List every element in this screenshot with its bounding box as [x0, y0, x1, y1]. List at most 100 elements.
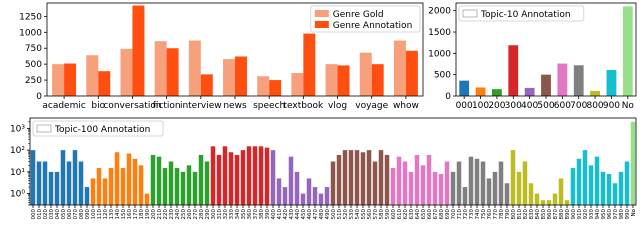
- x-tick-label: 420: [283, 209, 289, 220]
- bar: [348, 150, 354, 205]
- x-tick-label: 670: [433, 209, 439, 220]
- bar: [78, 161, 84, 205]
- x-tick-label: 100: [91, 209, 97, 220]
- bar: [552, 193, 558, 205]
- legend-frame: [458, 5, 585, 22]
- bar: [132, 5, 145, 97]
- x-tick-label: 260: [187, 209, 193, 220]
- bar: [594, 156, 600, 205]
- x-tick-label: 430: [289, 209, 295, 220]
- x-tick-label: 360: [247, 209, 253, 220]
- x-tick-label: No: [622, 101, 635, 111]
- bar: [303, 33, 316, 96]
- legend-frame: [32, 120, 164, 137]
- x-tick-label: 290: [205, 209, 211, 220]
- bar: [276, 178, 282, 205]
- bar: [312, 187, 318, 205]
- bar: [450, 171, 456, 205]
- bar: [486, 178, 492, 205]
- x-tick-label: 820: [523, 209, 529, 220]
- bar: [54, 171, 60, 205]
- bar: [600, 171, 606, 205]
- x-tick-label: 380: [259, 209, 265, 220]
- x-tick-label: bio: [91, 101, 105, 111]
- bar: [624, 161, 630, 205]
- x-tick-label: 710: [457, 209, 463, 220]
- y-tick-label: 0: [445, 92, 451, 102]
- bar: [291, 73, 304, 96]
- x-tick-label: 610: [397, 209, 403, 220]
- bar: [522, 161, 528, 205]
- x-tick-label: 300: [505, 101, 522, 111]
- bar: [288, 156, 294, 205]
- x-tick-label: 870: [553, 209, 559, 220]
- x-tick-label: 000: [456, 101, 473, 111]
- bar: [475, 87, 486, 96]
- legend-swatch: [314, 10, 329, 17]
- bar: [480, 161, 486, 205]
- x-tick-label: 020: [43, 209, 49, 220]
- bar: [516, 171, 522, 205]
- bar: [174, 168, 180, 205]
- bar: [168, 161, 174, 205]
- x-tick-label: 450: [301, 209, 307, 220]
- bar: [474, 158, 480, 205]
- y-tick-label: 250: [25, 76, 42, 86]
- bar: [257, 76, 270, 96]
- bar: [216, 154, 222, 205]
- plot-frame: [29, 117, 637, 206]
- bar: [330, 161, 336, 205]
- bar: [235, 56, 247, 96]
- bar: [459, 80, 470, 96]
- x-tick-label: 800: [586, 101, 603, 111]
- bar: [270, 150, 276, 205]
- bar: [336, 154, 342, 205]
- x-tick-label: 110: [97, 209, 103, 220]
- x-tick-label: 920: [583, 209, 589, 220]
- x-tick-label: 370: [253, 209, 259, 220]
- bar: [42, 161, 48, 205]
- x-tick-label: 280: [199, 209, 205, 220]
- bar: [444, 161, 450, 205]
- x-tick-label: 270: [193, 209, 199, 220]
- bar: [108, 168, 114, 205]
- x-tick-label: conversation: [103, 101, 161, 111]
- x-tick-label: textbook: [284, 101, 324, 111]
- x-tick-label: 490: [325, 209, 331, 220]
- x-tick-label: 910: [577, 209, 583, 220]
- x-tick-label: 840: [535, 209, 541, 220]
- bar: [150, 154, 156, 205]
- bar: [102, 178, 108, 205]
- y-tick-label: 500: [434, 71, 451, 81]
- bar: [264, 147, 270, 205]
- x-tick-label: 720: [463, 209, 469, 220]
- bar: [557, 63, 568, 96]
- x-tick-label: 510: [337, 209, 343, 220]
- bar: [573, 65, 584, 96]
- plot-frame: [455, 2, 637, 97]
- bar: [84, 187, 90, 205]
- bar: [558, 178, 564, 205]
- bar: [588, 165, 594, 205]
- bar: [606, 69, 617, 96]
- x-tick-label: 950: [601, 209, 607, 220]
- bar: [300, 193, 306, 205]
- x-tick-label: 680: [439, 209, 445, 220]
- x-tick-label: 200: [151, 209, 157, 220]
- bar: [372, 161, 378, 205]
- bar: [492, 171, 498, 205]
- bar: [570, 168, 576, 205]
- bar: [228, 152, 234, 205]
- bar: [52, 64, 65, 96]
- bar: [90, 178, 96, 205]
- x-tick-label: 210: [157, 209, 163, 220]
- bar: [359, 52, 372, 96]
- bar: [546, 200, 552, 205]
- x-tick-label: 030: [49, 209, 55, 220]
- bar: [390, 168, 396, 205]
- bar: [252, 146, 258, 205]
- legend-label: Topic-100 Annotation: [54, 125, 150, 135]
- x-tick-label: 530: [349, 209, 355, 220]
- bar: [402, 161, 408, 205]
